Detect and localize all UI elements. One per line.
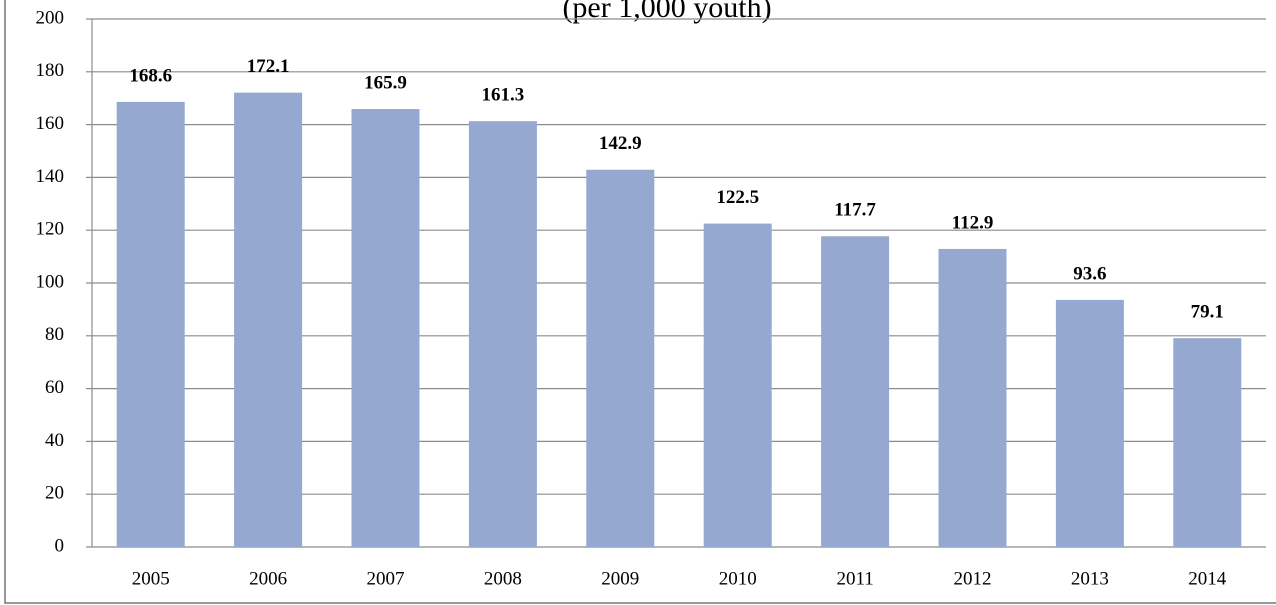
value-label: 168.6: [129, 65, 172, 86]
bar: [821, 236, 890, 547]
x-tick-label: 2005: [132, 568, 170, 589]
value-label: 79.1: [1191, 302, 1224, 323]
x-tick-label: 2009: [601, 568, 639, 589]
x-tick-label: 2007: [367, 568, 405, 589]
y-tick-label: 160: [36, 113, 65, 134]
y-tick-label: 120: [36, 219, 65, 240]
bar: [1055, 299, 1124, 547]
x-tick-label: 2011: [836, 568, 873, 589]
value-label: 122.5: [716, 187, 759, 208]
value-label: 172.1: [247, 56, 290, 77]
value-label: 93.6: [1073, 263, 1106, 284]
value-label: 161.3: [482, 85, 525, 106]
x-tick-label: 2008: [484, 568, 522, 589]
y-tick-label: 80: [45, 324, 64, 345]
x-tick-label: 2012: [954, 568, 992, 589]
y-tick-label: 180: [36, 60, 65, 81]
chart-title: (per 1,000 youth): [562, 0, 771, 24]
bar: [351, 109, 420, 548]
bar: [468, 121, 537, 547]
y-tick-label: 0: [55, 535, 65, 556]
y-tick-label: 140: [36, 166, 65, 187]
value-label: 112.9: [952, 212, 994, 233]
bar: [116, 101, 185, 548]
x-tick-label: 2006: [249, 568, 287, 589]
value-label: 142.9: [599, 133, 642, 154]
bar: [703, 223, 772, 547]
chart-border: [4, 0, 1276, 604]
bar: [586, 169, 655, 547]
y-tick-label: 40: [45, 430, 64, 451]
y-tick-label: 200: [36, 7, 65, 28]
x-tick-label: 2010: [719, 568, 757, 589]
bar: [938, 248, 1007, 547]
bar: [1173, 338, 1242, 547]
y-tick-label: 100: [36, 271, 65, 292]
value-label: 165.9: [364, 72, 407, 93]
value-label: 117.7: [834, 200, 876, 221]
bar: [234, 92, 303, 547]
x-tick-label: 2013: [1071, 568, 1109, 589]
y-tick-label: 60: [45, 377, 64, 398]
y-tick-label: 20: [45, 483, 64, 504]
x-tick-label: 2014: [1188, 568, 1227, 589]
